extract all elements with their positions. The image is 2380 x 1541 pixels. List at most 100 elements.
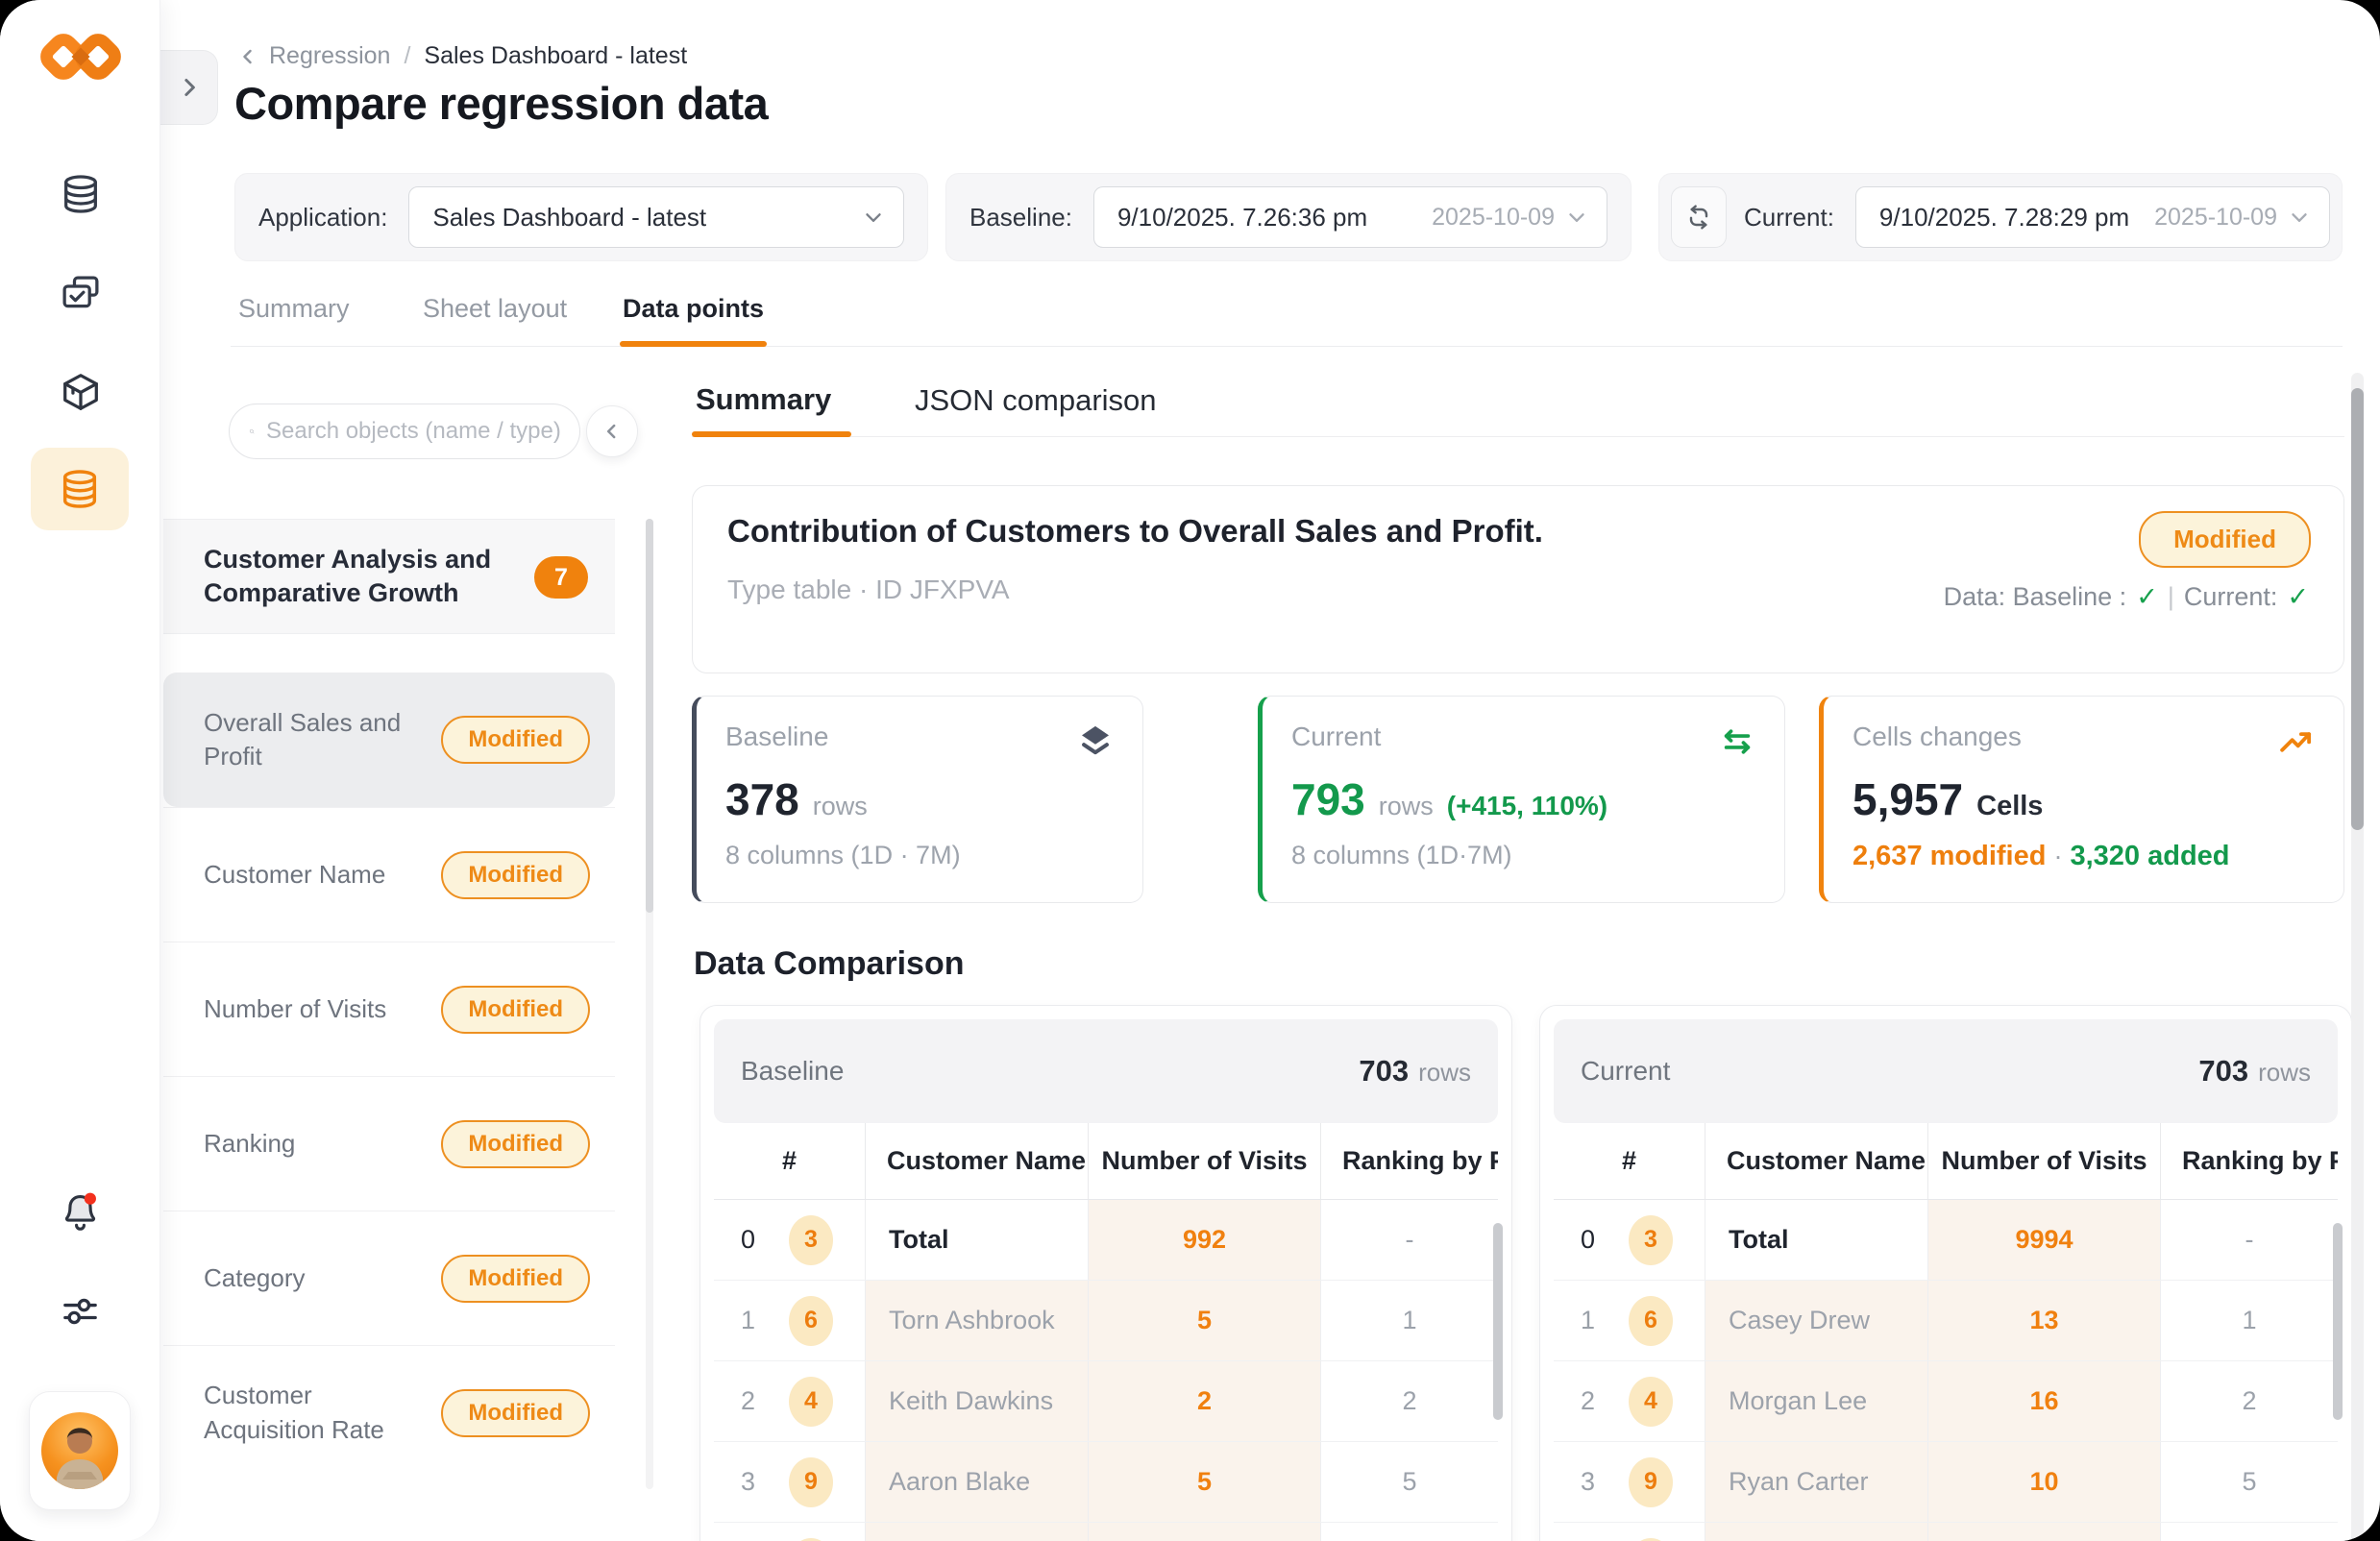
objects-scrollbar-track[interactable] [646, 519, 653, 1489]
table-row[interactable]: 3 9 Aaron Blake 5 5 [714, 1442, 1498, 1523]
object-item-customer-name[interactable]: Customer Name Modified [163, 807, 615, 942]
nav-tasks-icon[interactable] [58, 271, 103, 316]
column-header-number-of-visits[interactable]: Number of Visits [1089, 1123, 1321, 1199]
tab-sheet-layout[interactable]: Sheet layout [423, 294, 568, 323]
object-item-label: Customer Acquisition Rate [204, 1381, 384, 1444]
object-item-overall-sales[interactable]: Overall Sales and Profit Modified [163, 673, 615, 807]
breadcrumb-current[interactable]: Sales Dashboard - latest [424, 42, 688, 69]
cell-ranking: 2 [1402, 1386, 1417, 1415]
settings-sliders-icon[interactable] [58, 1289, 103, 1334]
application-select[interactable]: Sales Dashboard - latest [408, 186, 904, 248]
baseline-columns: 8 columns (1D · 7M) [725, 841, 961, 869]
current-table-scrollbar[interactable] [2333, 1223, 2343, 1420]
cell-visits: 16 [1928, 1361, 2161, 1441]
data-status-prefix: Data: Baseline : [1943, 582, 2127, 611]
row-index: 3 [741, 1467, 756, 1496]
cells-modified: 2,637 modified [1852, 841, 2047, 871]
baseline-table-card: Baseline 703 rows # Customer Name Number… [699, 1005, 1512, 1541]
current-select[interactable]: 9/10/2025. 7.28:29 pm 2025-10-09 [1854, 186, 2330, 248]
object-item-label: Category [204, 1262, 306, 1292]
current-table-rows-count: 703 [2198, 1054, 2249, 1088]
baseline-check-icon: ✓ [2136, 582, 2158, 611]
panel-collapse-button[interactable] [586, 405, 638, 457]
swap-baseline-current-button[interactable] [1671, 186, 1727, 248]
cell-ranking: - [2245, 1225, 2254, 1254]
table-row[interactable]: 3 9 Ryan Carter 10 5 [1554, 1442, 2338, 1523]
data-status-divider: | [2167, 582, 2174, 611]
baseline-timestamp: 9/10/2025. 7.26:36 pm [1116, 202, 1368, 232]
row-index: 2 [741, 1386, 756, 1415]
column-header-ranking[interactable]: Ranking by Pr [1342, 1146, 1498, 1175]
cell-customer-name: Total [866, 1200, 1089, 1280]
chevron-down-icon [2292, 213, 2307, 222]
page-scrollbar-thumb[interactable] [2351, 388, 2364, 830]
table-row[interactable]: 2 4 Morgan Lee 16 2 [1554, 1361, 2338, 1442]
search-objects-field[interactable] [229, 404, 580, 459]
column-header-ranking[interactable]: Ranking by Pr [2182, 1146, 2338, 1175]
baseline-table-scrollbar[interactable] [1493, 1223, 1503, 1420]
row-index: 1 [741, 1306, 756, 1334]
cell-visits: 13 [1928, 1281, 2161, 1360]
column-header-customer-name[interactable]: Customer Name [866, 1123, 1089, 1199]
cell-ranking: 5 [2242, 1467, 2257, 1496]
cell-visits: 5 [1089, 1281, 1321, 1360]
table-row[interactable]: 2 4 Keith Dawkins 2 2 [714, 1361, 1498, 1442]
cell-visits: 992 [1089, 1200, 1321, 1280]
column-header-customer-name[interactable]: Customer Name [1705, 1123, 1928, 1199]
sidebar-expand-button[interactable] [160, 50, 218, 125]
object-summary-card: Contribution of Customers to Overall Sal… [692, 485, 2344, 673]
object-item-ranking[interactable]: Ranking Modified [163, 1076, 615, 1211]
object-item-number-of-visits[interactable]: Number of Visits Modified [163, 942, 615, 1076]
cell-visits: 10 [1928, 1442, 2161, 1522]
chevron-down-icon [1569, 213, 1584, 222]
cell-visits: 5 [1089, 1442, 1321, 1522]
user-avatar[interactable] [29, 1391, 131, 1510]
column-header-index[interactable]: # [1554, 1123, 1705, 1199]
search-objects-input[interactable] [266, 418, 564, 445]
breadcrumb: Regression / Sales Dashboard - latest [236, 42, 687, 70]
baseline-column-headers: # Customer Name Number of Visits Ranking… [714, 1123, 1498, 1200]
current-date: 2025-10-09 [2154, 203, 2277, 231]
detail-tab-json-comparison[interactable]: JSON comparison [915, 383, 1157, 417]
objects-group-header[interactable]: Customer Analysis and Comparative Growth… [163, 519, 615, 634]
current-columns: 8 columns (1D·7M) [1291, 841, 1512, 869]
breadcrumb-regression[interactable]: Regression [269, 42, 391, 69]
table-row[interactable]: 1 6 Torn Ashbrook 5 1 [714, 1281, 1498, 1361]
dot-separator: · [2053, 842, 2063, 870]
baseline-select[interactable]: 9/10/2025. 7.26:36 pm 2025-10-09 [1092, 186, 1607, 248]
baseline-stat-label: Baseline [725, 722, 829, 751]
objects-scrollbar-thumb[interactable] [646, 519, 653, 913]
nav-database-icon[interactable] [58, 171, 103, 216]
nav-package-icon[interactable] [58, 369, 103, 414]
baseline-rows-unit: rows [812, 792, 868, 820]
tab-summary[interactable]: Summary [238, 294, 350, 323]
detail-tab-summary[interactable]: Summary [696, 382, 832, 416]
current-column-headers: # Customer Name Number of Visits Ranking… [1554, 1123, 2338, 1200]
notifications-bell-icon[interactable] [58, 1189, 103, 1235]
tabs-divider [231, 346, 2343, 347]
chevron-right-icon [184, 79, 195, 96]
left-rail [0, 0, 160, 1541]
cells-changes-stat-card: Cells changes 5,957 Cells 2,637 modified… [1819, 696, 2344, 903]
column-header-number-of-visits[interactable]: Number of Visits [1928, 1123, 2161, 1199]
baseline-stat-card: Baseline 378 rows 8 columns (1D · 7M) [692, 696, 1143, 903]
table-row[interactable]: 1 6 Casey Drew 13 1 [1554, 1281, 2338, 1361]
tab-data-points[interactable]: Data points [623, 294, 765, 323]
row-index: 2 [1581, 1386, 1596, 1415]
objects-list: Overall Sales and Profit Modified Custom… [163, 673, 615, 1480]
object-item-customer-acquisition-rate[interactable]: Customer Acquisition Rate Modified [163, 1345, 615, 1480]
table-row[interactable]: 0 3 Total 9994 - [1554, 1200, 2338, 1281]
brand-logo-icon[interactable] [35, 25, 127, 88]
row-count-badge: 9 [789, 1456, 833, 1507]
cells-changes-label: Cells changes [1852, 722, 2022, 751]
baseline-date: 2025-10-09 [1432, 203, 1555, 231]
cell-customer-name: Ryan Carter [1705, 1442, 1928, 1522]
cell-customer-name: Total [1705, 1200, 1928, 1280]
object-item-category[interactable]: Category Modified [163, 1211, 615, 1345]
column-header-index[interactable]: # [714, 1123, 866, 1199]
chevron-left-icon[interactable] [236, 45, 259, 68]
nav-regression-active[interactable] [31, 448, 129, 530]
table-row[interactable]: 0 3 Total 992 - [714, 1200, 1498, 1281]
row-count-badge: 4 [1629, 1376, 1673, 1427]
